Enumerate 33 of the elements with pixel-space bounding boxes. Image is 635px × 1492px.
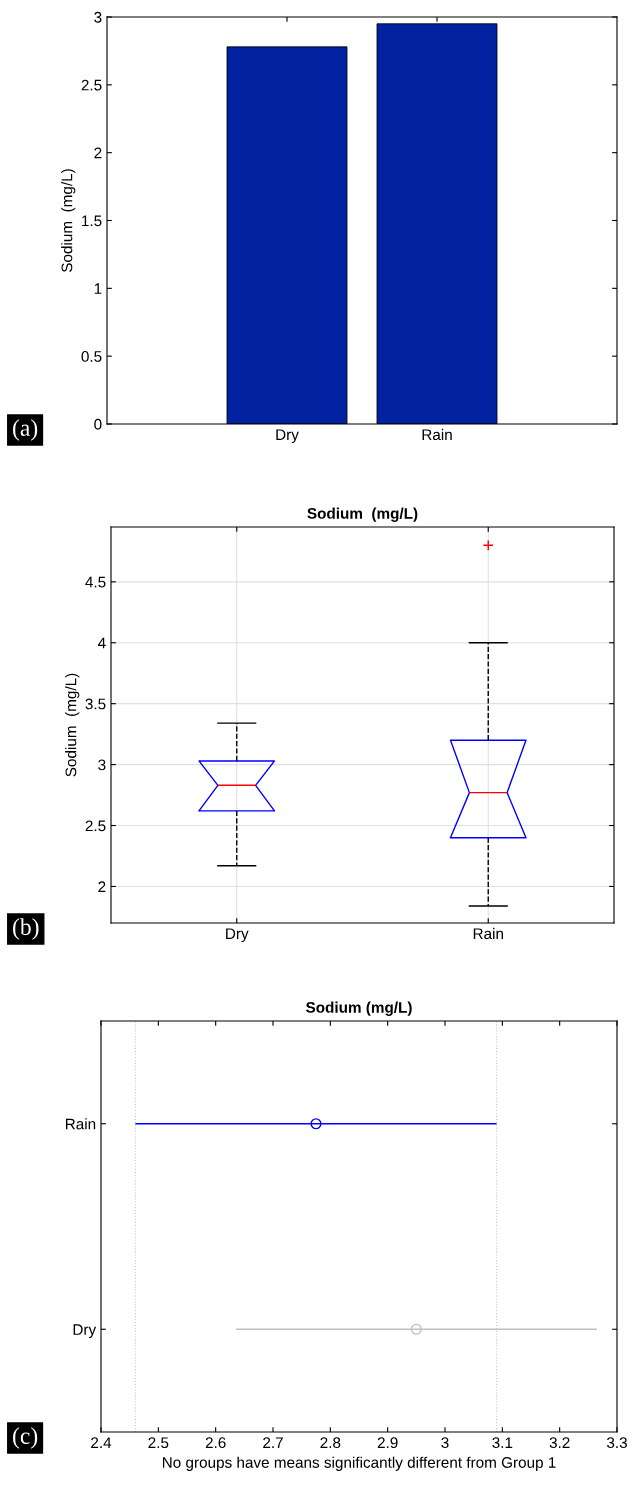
x-tick-label: 3 [441, 1437, 449, 1449]
x-tick-label: 3.3 [606, 1437, 627, 1449]
y-tick-label: 3 [94, 11, 102, 23]
x-tick-label: 2.5 [148, 1437, 169, 1449]
y-tick-label: 3 [98, 759, 106, 771]
y-tick-label: 0.5 [81, 351, 102, 362]
x-tick-label: 3.1 [492, 1437, 513, 1449]
y-tick-label: 3.5 [85, 698, 106, 710]
x-tick-label: 2.9 [377, 1437, 398, 1449]
y-tick-label: 4.5 [85, 576, 106, 588]
y-tick-label: 4 [97, 637, 106, 649]
chart-title: Sodium (mg/L) [305, 1001, 412, 1016]
y-tick-label: 0 [94, 418, 102, 430]
y-tick-label: Dry [73, 1324, 97, 1338]
x-tick-label: 2.6 [205, 1437, 226, 1449]
text: (a) [13, 419, 38, 441]
chart-title: Sodium (mg/L) [307, 507, 418, 522]
y-tick-label: 2.5 [81, 79, 102, 91]
y-tick-label: 1.5 [82, 215, 102, 227]
x-tick-label: 2.7 [263, 1437, 283, 1448]
y-tick-label: 2 [98, 881, 106, 892]
x-tick-label: 2.8 [320, 1437, 341, 1449]
y-tick-label: Rain [65, 1118, 96, 1130]
y-tick-label: 2 [94, 147, 102, 159]
text: (b) [13, 918, 39, 940]
text: (c) [13, 1427, 38, 1449]
y-tick-label: 1 [94, 283, 102, 294]
x-tick-label: 3.2 [549, 1437, 570, 1449]
y-axis-title: Sodium (mg/L) [61, 169, 76, 273]
y-tick-label: 2.5 [85, 820, 106, 832]
x-axis-title: No groups have means significantly different from Group 1 [162, 1456, 556, 1471]
x-tick-label: 2.4 [91, 1437, 112, 1448]
y-axis-title: Sodium (mg/L) [65, 673, 80, 777]
